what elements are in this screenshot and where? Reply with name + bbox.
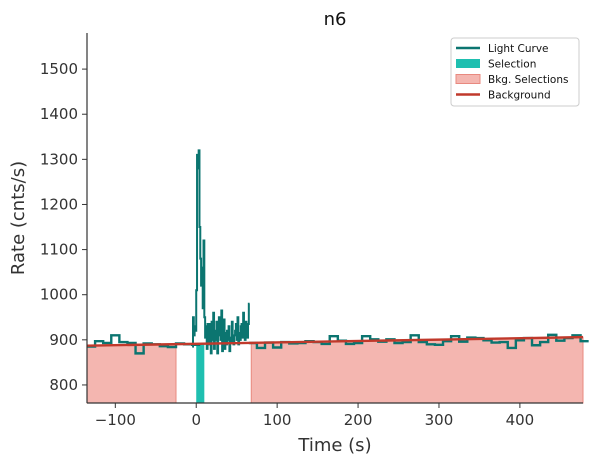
- legend-label: Selection: [488, 59, 536, 71]
- axes-spines: [86, 33, 583, 404]
- y-tick-label: 1200: [40, 195, 78, 213]
- x-tick-label: 0: [191, 411, 201, 429]
- light-curve-line-burst: [192, 149, 250, 355]
- legend-label: Light Curve: [488, 43, 549, 55]
- legend-label: Background: [488, 90, 551, 102]
- y-tick-label: 1300: [40, 150, 78, 168]
- x-tick-label: 200: [344, 411, 373, 429]
- y-tick-label: 900: [49, 331, 78, 349]
- legend-box: [450, 37, 580, 107]
- y-tick-label: 800: [49, 376, 78, 394]
- y-tick-label: 1100: [40, 241, 78, 259]
- x-tick-label: 400: [506, 411, 535, 429]
- x-tick-label: 100: [263, 411, 292, 429]
- legend-label: Bkg. Selections: [488, 74, 568, 86]
- x-axis-label: Time (s): [297, 435, 371, 456]
- legend-swatch: [455, 74, 481, 84]
- chart-title: n6: [324, 9, 347, 30]
- bkg-selection-region-2: [250, 336, 584, 404]
- y-tick-label: 1400: [40, 105, 78, 123]
- axis-ticks: −100 0 100 200 300 400 800 900 1000 1100 1200 1300 1…: [40, 60, 534, 429]
- x-tick-label: −100: [95, 411, 136, 429]
- bkg-selection-region-1: [86, 343, 177, 404]
- legend-swatch: [456, 59, 480, 68]
- plot-area: [86, 149, 589, 404]
- y-axis-label: Rate (cnts/s): [8, 161, 29, 275]
- y-tick-label: 1500: [40, 60, 78, 78]
- x-tick-label: 300: [425, 411, 454, 429]
- background-model-line: [86, 335, 584, 347]
- y-tick-label: 1000: [40, 286, 78, 304]
- selection-region: [196, 343, 205, 403]
- legend: Light Curve Selection Bkg. Selections Backg…: [450, 37, 580, 107]
